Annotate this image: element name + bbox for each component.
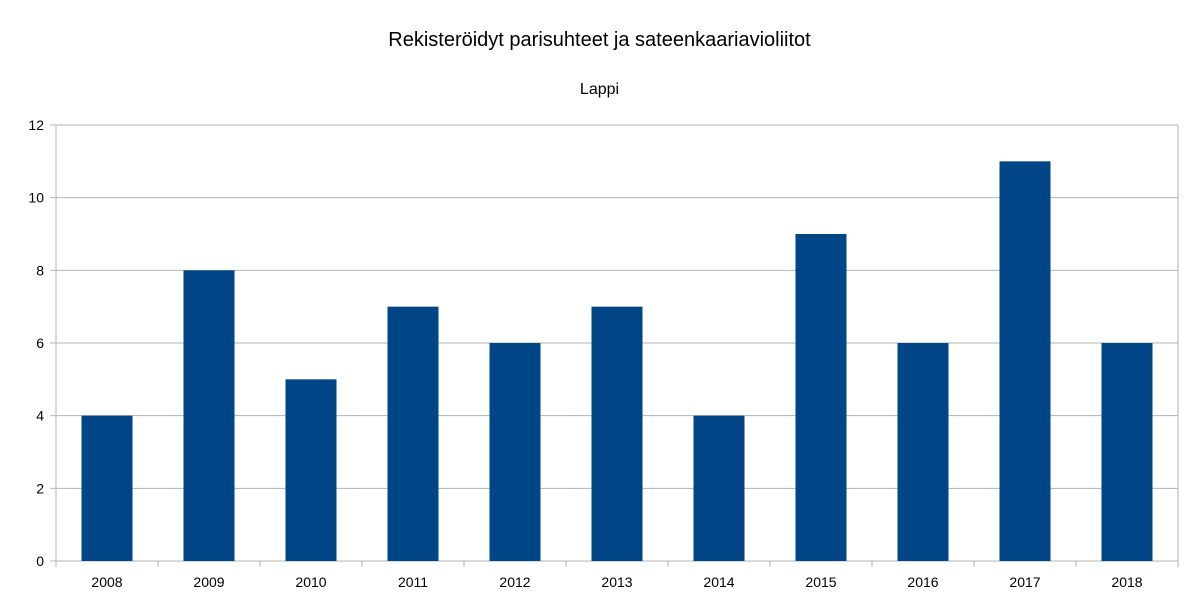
y-tick-label: 0 bbox=[36, 553, 44, 569]
bar-2009 bbox=[183, 270, 235, 561]
axes: 0 2 4 6 8 10 12 2008 2009 2010 2011 2012 2013 2014 201… bbox=[28, 117, 1179, 590]
chart-title: Rekisteröidyt parisuhteet ja sateenkaari… bbox=[388, 29, 811, 51]
y-tick-label: 6 bbox=[36, 335, 44, 351]
bar-2010 bbox=[285, 379, 337, 561]
y-tick-label: 10 bbox=[28, 190, 44, 206]
bar-2013 bbox=[591, 306, 643, 561]
bar-2016 bbox=[897, 343, 949, 561]
y-tick-label: 4 bbox=[36, 408, 44, 424]
chart-subtitle: Lappi bbox=[580, 81, 619, 98]
y-tick-label: 8 bbox=[36, 262, 44, 278]
bar-2017 bbox=[999, 161, 1051, 562]
x-tick-label: 2015 bbox=[805, 574, 836, 590]
x-tick-label: 2016 bbox=[907, 574, 938, 590]
bar-2008 bbox=[81, 415, 133, 561]
x-tick-label: 2010 bbox=[295, 574, 326, 590]
x-tick-label: 2018 bbox=[1111, 574, 1142, 590]
bar-2015 bbox=[795, 234, 847, 561]
x-tick-label: 2014 bbox=[703, 574, 734, 590]
x-tick-label: 2012 bbox=[499, 574, 530, 590]
x-tick-label: 2011 bbox=[398, 574, 428, 590]
y-tick-label: 2 bbox=[36, 480, 44, 496]
x-tick-label: 2013 bbox=[601, 574, 632, 590]
bar-2011 bbox=[387, 306, 439, 561]
bar-2014 bbox=[693, 415, 745, 561]
bar-2018 bbox=[1101, 343, 1153, 561]
x-tick-label: 2009 bbox=[193, 574, 224, 590]
x-tick-label: 2008 bbox=[91, 574, 122, 590]
x-tick-label: 2017 bbox=[1009, 574, 1040, 590]
bars bbox=[81, 161, 1153, 562]
y-tick-label: 12 bbox=[28, 117, 44, 133]
bar-2012 bbox=[489, 343, 541, 561]
